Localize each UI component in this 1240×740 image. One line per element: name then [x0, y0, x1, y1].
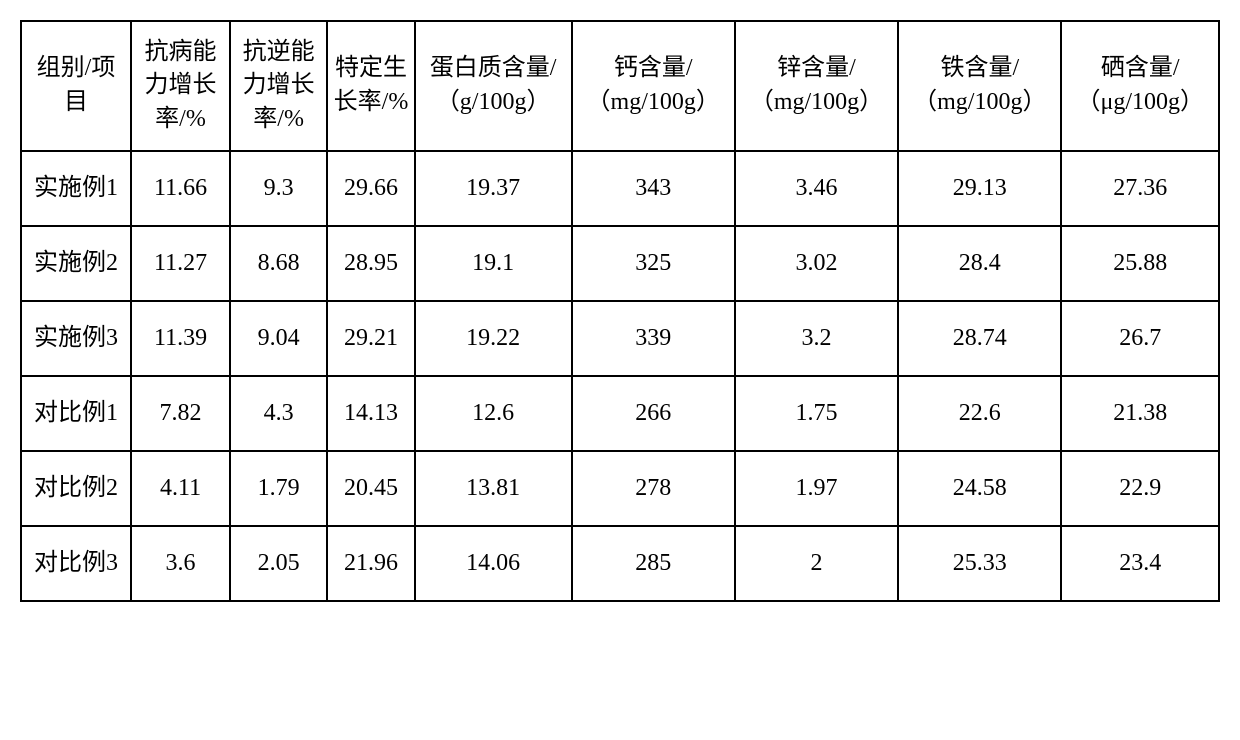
cell-value: 1.97 — [735, 451, 898, 526]
cell-value: 8.68 — [230, 226, 327, 301]
col-header-disease-resistance: 抗病能力增长率/% — [131, 21, 230, 151]
row-label: 实施例3 — [21, 301, 131, 376]
cell-value: 21.96 — [327, 526, 415, 601]
table-row: 对比例1 7.82 4.3 14.13 12.6 266 1.75 22.6 2… — [21, 376, 1219, 451]
cell-value: 11.27 — [131, 226, 230, 301]
cell-value: 278 — [572, 451, 735, 526]
cell-value: 9.04 — [230, 301, 327, 376]
table-row: 实施例3 11.39 9.04 29.21 19.22 339 3.2 28.7… — [21, 301, 1219, 376]
cell-value: 22.9 — [1061, 451, 1219, 526]
cell-value: 3.2 — [735, 301, 898, 376]
table-row: 对比例2 4.11 1.79 20.45 13.81 278 1.97 24.5… — [21, 451, 1219, 526]
cell-value: 26.7 — [1061, 301, 1219, 376]
cell-value: 4.11 — [131, 451, 230, 526]
row-label: 对比例1 — [21, 376, 131, 451]
cell-value: 2 — [735, 526, 898, 601]
cell-value: 28.95 — [327, 226, 415, 301]
row-label: 对比例3 — [21, 526, 131, 601]
cell-value: 14.06 — [415, 526, 572, 601]
cell-value: 7.82 — [131, 376, 230, 451]
cell-value: 12.6 — [415, 376, 572, 451]
table-row: 实施例2 11.27 8.68 28.95 19.1 325 3.02 28.4… — [21, 226, 1219, 301]
col-header-group: 组别/项目 — [21, 21, 131, 151]
col-header-growth-rate: 特定生长率/% — [327, 21, 415, 151]
cell-value: 21.38 — [1061, 376, 1219, 451]
data-table: 组别/项目 抗病能力增长率/% 抗逆能力增长率/% 特定生长率/% 蛋白质含量/… — [20, 20, 1220, 602]
cell-value: 25.88 — [1061, 226, 1219, 301]
row-label: 实施例1 — [21, 151, 131, 226]
col-header-selenium: 硒含量/（μg/100g） — [1061, 21, 1219, 151]
row-label: 对比例2 — [21, 451, 131, 526]
cell-value: 25.33 — [898, 526, 1061, 601]
cell-value: 14.13 — [327, 376, 415, 451]
col-header-stress-resistance: 抗逆能力增长率/% — [230, 21, 327, 151]
cell-value: 19.37 — [415, 151, 572, 226]
cell-value: 1.75 — [735, 376, 898, 451]
col-header-zinc: 锌含量/（mg/100g） — [735, 21, 898, 151]
cell-value: 9.3 — [230, 151, 327, 226]
cell-value: 11.66 — [131, 151, 230, 226]
table-row: 对比例3 3.6 2.05 21.96 14.06 285 2 25.33 23… — [21, 526, 1219, 601]
cell-value: 285 — [572, 526, 735, 601]
cell-value: 19.1 — [415, 226, 572, 301]
cell-value: 19.22 — [415, 301, 572, 376]
row-label: 实施例2 — [21, 226, 131, 301]
cell-value: 24.58 — [898, 451, 1061, 526]
cell-value: 22.6 — [898, 376, 1061, 451]
cell-value: 11.39 — [131, 301, 230, 376]
cell-value: 3.6 — [131, 526, 230, 601]
table-row: 实施例1 11.66 9.3 29.66 19.37 343 3.46 29.1… — [21, 151, 1219, 226]
cell-value: 339 — [572, 301, 735, 376]
cell-value: 28.4 — [898, 226, 1061, 301]
table-header-row: 组别/项目 抗病能力增长率/% 抗逆能力增长率/% 特定生长率/% 蛋白质含量/… — [21, 21, 1219, 151]
cell-value: 2.05 — [230, 526, 327, 601]
cell-value: 20.45 — [327, 451, 415, 526]
cell-value: 28.74 — [898, 301, 1061, 376]
cell-value: 13.81 — [415, 451, 572, 526]
col-header-calcium: 钙含量/（mg/100g） — [572, 21, 735, 151]
cell-value: 3.46 — [735, 151, 898, 226]
col-header-iron: 铁含量/（mg/100g） — [898, 21, 1061, 151]
cell-value: 29.21 — [327, 301, 415, 376]
cell-value: 27.36 — [1061, 151, 1219, 226]
cell-value: 3.02 — [735, 226, 898, 301]
col-header-protein: 蛋白质含量/（g/100g） — [415, 21, 572, 151]
cell-value: 266 — [572, 376, 735, 451]
cell-value: 23.4 — [1061, 526, 1219, 601]
cell-value: 29.13 — [898, 151, 1061, 226]
cell-value: 4.3 — [230, 376, 327, 451]
cell-value: 29.66 — [327, 151, 415, 226]
cell-value: 325 — [572, 226, 735, 301]
cell-value: 1.79 — [230, 451, 327, 526]
cell-value: 343 — [572, 151, 735, 226]
